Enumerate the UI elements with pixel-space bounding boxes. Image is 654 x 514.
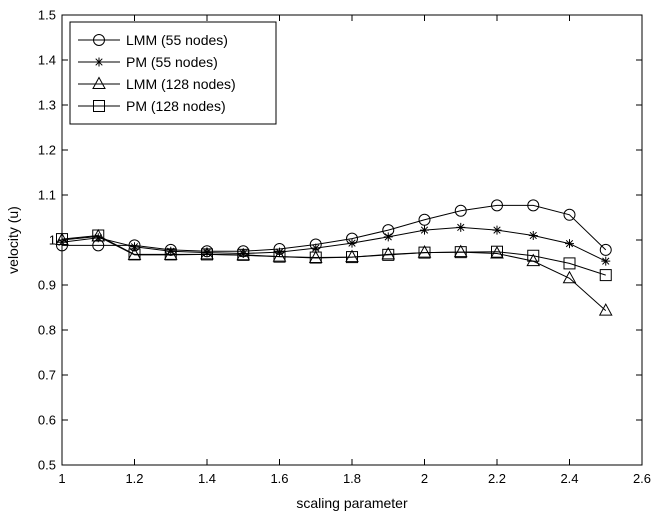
data-point xyxy=(454,246,467,259)
y-tick-label: 0.8 xyxy=(38,323,56,338)
y-tick-label: 1.1 xyxy=(38,188,56,203)
data-point xyxy=(382,248,395,261)
legend-marker xyxy=(92,76,106,89)
legend: LMM (55 nodes) PM (55 nodes) LMM (128 node… xyxy=(69,21,277,125)
data-point xyxy=(347,238,357,248)
x-tick-label: 1.2 xyxy=(125,471,143,486)
data-point xyxy=(562,270,577,284)
data-point xyxy=(311,243,321,253)
y-tick-label: 1 xyxy=(49,233,56,248)
legend-marker xyxy=(94,57,104,67)
data-point xyxy=(383,232,393,242)
data-point xyxy=(418,213,431,226)
y-tick-label: 1.2 xyxy=(38,143,56,158)
data-point xyxy=(236,247,251,261)
data-point xyxy=(166,246,176,256)
legend-item: LMM (128 nodes) xyxy=(78,76,236,92)
data-point xyxy=(309,251,322,264)
data-point xyxy=(272,249,287,262)
series-line xyxy=(61,234,606,276)
data-point xyxy=(420,225,429,235)
data-point xyxy=(491,199,503,212)
x-tick-label: 2.2 xyxy=(488,471,506,486)
data-point xyxy=(563,208,576,221)
data-point xyxy=(491,245,503,258)
data-point xyxy=(237,248,250,261)
x-tick-label: 1.8 xyxy=(343,471,361,486)
legend-label: PM (55 nodes) xyxy=(126,54,218,70)
legend-item: LMM (55 nodes) xyxy=(78,32,228,48)
data-point xyxy=(127,247,142,260)
x-tick-label: 1.4 xyxy=(198,471,216,486)
data-point xyxy=(275,247,284,257)
data-point xyxy=(381,246,396,260)
data-point xyxy=(238,249,248,258)
x-tick-label: 2 xyxy=(421,471,428,486)
legend-marker xyxy=(93,100,105,112)
data-point xyxy=(454,204,467,217)
series-layer xyxy=(55,199,613,316)
y-axis-label: velocity (u) xyxy=(5,206,21,274)
data-point xyxy=(130,242,139,252)
y-tick-label: 1.4 xyxy=(38,53,56,68)
data-point xyxy=(526,253,541,267)
legend-item: PM (128 nodes) xyxy=(78,98,226,114)
tick-layer: 1 1.2 1.4 1.6 1.8 2 2.2 2.4 2.6 0.5 0.6 0.7 0.8 0.9 1 1… xyxy=(38,8,651,487)
data-point xyxy=(346,251,358,264)
data-point xyxy=(598,303,613,316)
y-tick-label: 0.9 xyxy=(38,278,56,293)
data-point xyxy=(492,225,502,235)
series-pm-128-nodes xyxy=(56,229,612,282)
data-point xyxy=(565,239,574,249)
y-tick-label: 1.5 xyxy=(38,8,56,23)
data-point xyxy=(273,250,286,263)
data-point xyxy=(200,246,214,260)
x-tick-label: 1 xyxy=(58,471,65,486)
data-point xyxy=(164,248,177,261)
data-point xyxy=(163,247,178,260)
data-point xyxy=(93,233,103,243)
x-tick-label: 2.4 xyxy=(560,471,578,486)
legend-label: LMM (128 nodes) xyxy=(126,76,236,92)
data-point xyxy=(456,222,466,232)
legend-item: PM (55 nodes) xyxy=(78,54,218,70)
x-tick-label: 1.6 xyxy=(270,471,288,486)
y-tick-label: 0.7 xyxy=(38,368,56,383)
data-point xyxy=(345,249,359,263)
y-tick-label: 0.5 xyxy=(38,458,56,473)
series-pm-55-nodes xyxy=(57,222,611,266)
data-point xyxy=(527,199,540,212)
y-tick-label: 0.6 xyxy=(38,413,56,428)
series-line xyxy=(62,204,607,252)
data-point xyxy=(128,248,141,261)
series-line xyxy=(61,226,606,262)
legend-marker xyxy=(93,34,105,46)
data-point xyxy=(528,231,538,240)
data-point xyxy=(453,244,468,258)
data-point xyxy=(418,246,431,259)
y-tick-label: 1.3 xyxy=(38,98,56,113)
data-point xyxy=(417,245,432,258)
data-point xyxy=(599,269,612,282)
x-tick-label: 2.6 xyxy=(633,471,651,486)
data-point xyxy=(201,248,213,261)
data-point xyxy=(599,243,612,256)
data-point xyxy=(601,256,611,266)
x-axis-label: scaling parameter xyxy=(296,495,408,511)
data-point xyxy=(527,249,540,262)
data-point xyxy=(202,248,212,258)
legend-label: LMM (55 nodes) xyxy=(126,32,228,48)
legend-label: PM (128 nodes) xyxy=(126,98,226,114)
data-point xyxy=(563,257,576,270)
data-point xyxy=(92,229,105,242)
